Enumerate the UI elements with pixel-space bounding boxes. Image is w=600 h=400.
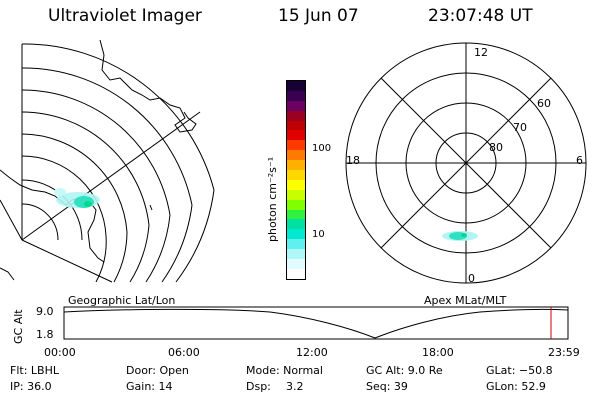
filter-info: Flt: LBHL bbox=[10, 364, 59, 377]
lat-label-60: 60 bbox=[537, 97, 551, 110]
lat-label-70: 70 bbox=[513, 121, 527, 134]
colorbar-segment bbox=[287, 81, 305, 91]
gain-info: Gain: 14 bbox=[126, 380, 173, 393]
apex-label: Apex MLat/MLT bbox=[424, 294, 507, 307]
mlt-label-0: 0 bbox=[468, 272, 475, 285]
glat-info: GLat: −50.8 bbox=[486, 364, 553, 377]
gc-alt-info: GC Alt: 9.0 Re bbox=[366, 364, 443, 377]
dsp-label: Dsp: bbox=[246, 380, 271, 393]
timeline-xtick-1200: 12:00 bbox=[296, 346, 328, 359]
timeline-xtick-2359: 23:59 bbox=[548, 346, 580, 359]
glon-info: GLon: 52.9 bbox=[486, 380, 546, 393]
colorbar-segment bbox=[287, 189, 305, 200]
mlt-label-6: 6 bbox=[576, 154, 583, 167]
mlt-label-18: 18 bbox=[346, 154, 360, 167]
time-label: 23:07:48 UT bbox=[428, 6, 533, 26]
timeline-xtick-0000: 00:00 bbox=[44, 346, 76, 359]
timeline-ytick-9: 9.0 bbox=[36, 305, 54, 318]
colorbar-segment bbox=[287, 268, 305, 279]
timeline-ytick-1-8: 1.8 bbox=[36, 328, 54, 341]
dsp-value: 3.2 bbox=[286, 380, 304, 393]
colorbar-segment bbox=[287, 239, 305, 250]
colorbar-segment bbox=[287, 179, 305, 190]
colorbar-segment bbox=[287, 90, 305, 101]
colorbar-segment bbox=[287, 130, 305, 141]
colorbar-segment bbox=[287, 150, 305, 161]
aurora-emission-right bbox=[442, 231, 478, 241]
colorbar-segment bbox=[287, 100, 305, 111]
colorbar-segment bbox=[287, 140, 305, 151]
colorbar-segment bbox=[287, 110, 305, 121]
aurora-emission-left bbox=[54, 188, 100, 208]
lat-label-80: 80 bbox=[489, 141, 503, 154]
colorbar-segment bbox=[287, 229, 305, 240]
date-label: 15 Jun 07 bbox=[278, 6, 359, 26]
colorbar-segment bbox=[287, 199, 305, 210]
timeline-xtick-0600: 06:00 bbox=[168, 346, 200, 359]
timeline-xtick-1800: 18:00 bbox=[422, 346, 454, 359]
colorbar-segment bbox=[287, 259, 305, 269]
ip-info: IP: 36.0 bbox=[10, 380, 52, 393]
colorbar-tick-100: 100 bbox=[312, 143, 332, 154]
colorbar-segment bbox=[287, 249, 305, 260]
geographic-label: Geographic Lat/Lon bbox=[68, 294, 176, 307]
seq-info: Seq: 39 bbox=[366, 380, 408, 393]
mode-info: Mode: Normal bbox=[246, 364, 323, 377]
colorbar-segment bbox=[287, 209, 305, 220]
timeline-ylabel: GC Alt bbox=[12, 309, 25, 344]
colorbar-tick-10: 10 bbox=[312, 229, 325, 240]
colorbar-segment bbox=[287, 120, 305, 131]
instrument-title: Ultraviolet Imager bbox=[48, 6, 202, 26]
door-info: Door: Open bbox=[126, 364, 189, 377]
mlt-label-12: 12 bbox=[474, 46, 488, 59]
colorbar bbox=[286, 80, 306, 280]
colorbar-segment bbox=[287, 160, 305, 171]
colorbar-segment bbox=[287, 170, 305, 180]
colorbar-segment bbox=[287, 219, 305, 230]
